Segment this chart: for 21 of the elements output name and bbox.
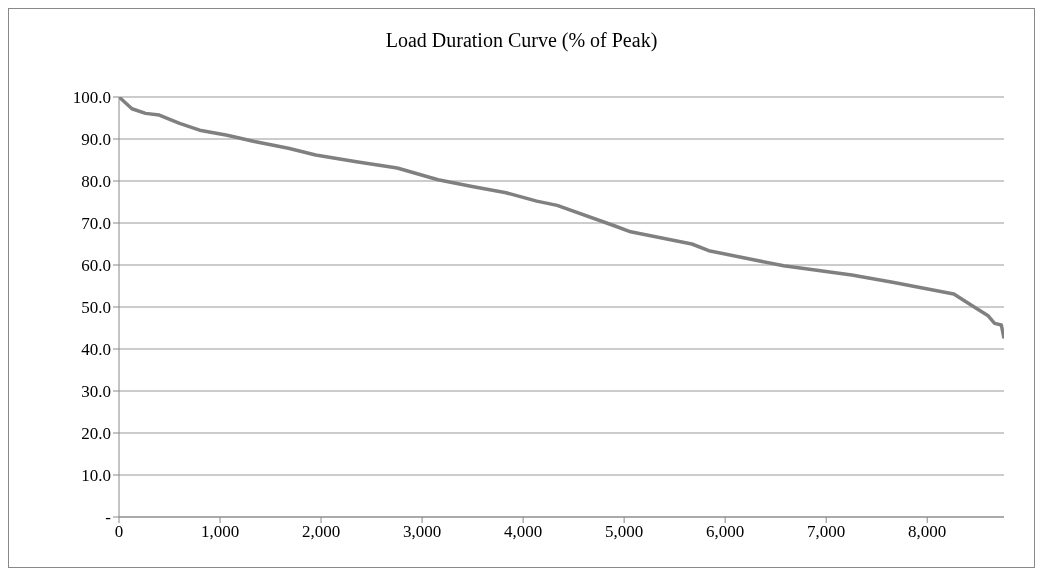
x-tick-label: 4,000: [503, 522, 543, 542]
y-tick-label: 70.0: [81, 214, 111, 234]
y-tick-label: 80.0: [81, 172, 111, 192]
x-tick-label: 7,000: [807, 522, 846, 542]
y-tick-label: 90.0: [81, 130, 111, 150]
chart-title: Load Duration Curve (% of Peak): [384, 29, 659, 52]
y-tick-label: 40.0: [81, 340, 111, 360]
y-tick-label: 10.0: [81, 466, 111, 486]
y-tick-label: 30.0: [81, 382, 111, 402]
y-tick-label: -: [105, 508, 112, 528]
x-tick-label: 6,000: [706, 522, 745, 542]
x-tick-label: 3,000: [402, 522, 442, 542]
y-tick-label: 60.0: [81, 256, 111, 276]
x-tick-label: 8,000: [908, 522, 947, 542]
y-tick-label: 20.0: [81, 424, 111, 444]
x-tick-label: 5,000: [605, 522, 644, 542]
x-tick-label: 0: [114, 522, 124, 542]
y-tick-label: 50.0: [81, 298, 111, 318]
x-tick-label: 2,000: [301, 522, 341, 542]
x-tick-label: 1,000: [200, 522, 240, 542]
y-tick-label: 100.0: [72, 88, 111, 108]
